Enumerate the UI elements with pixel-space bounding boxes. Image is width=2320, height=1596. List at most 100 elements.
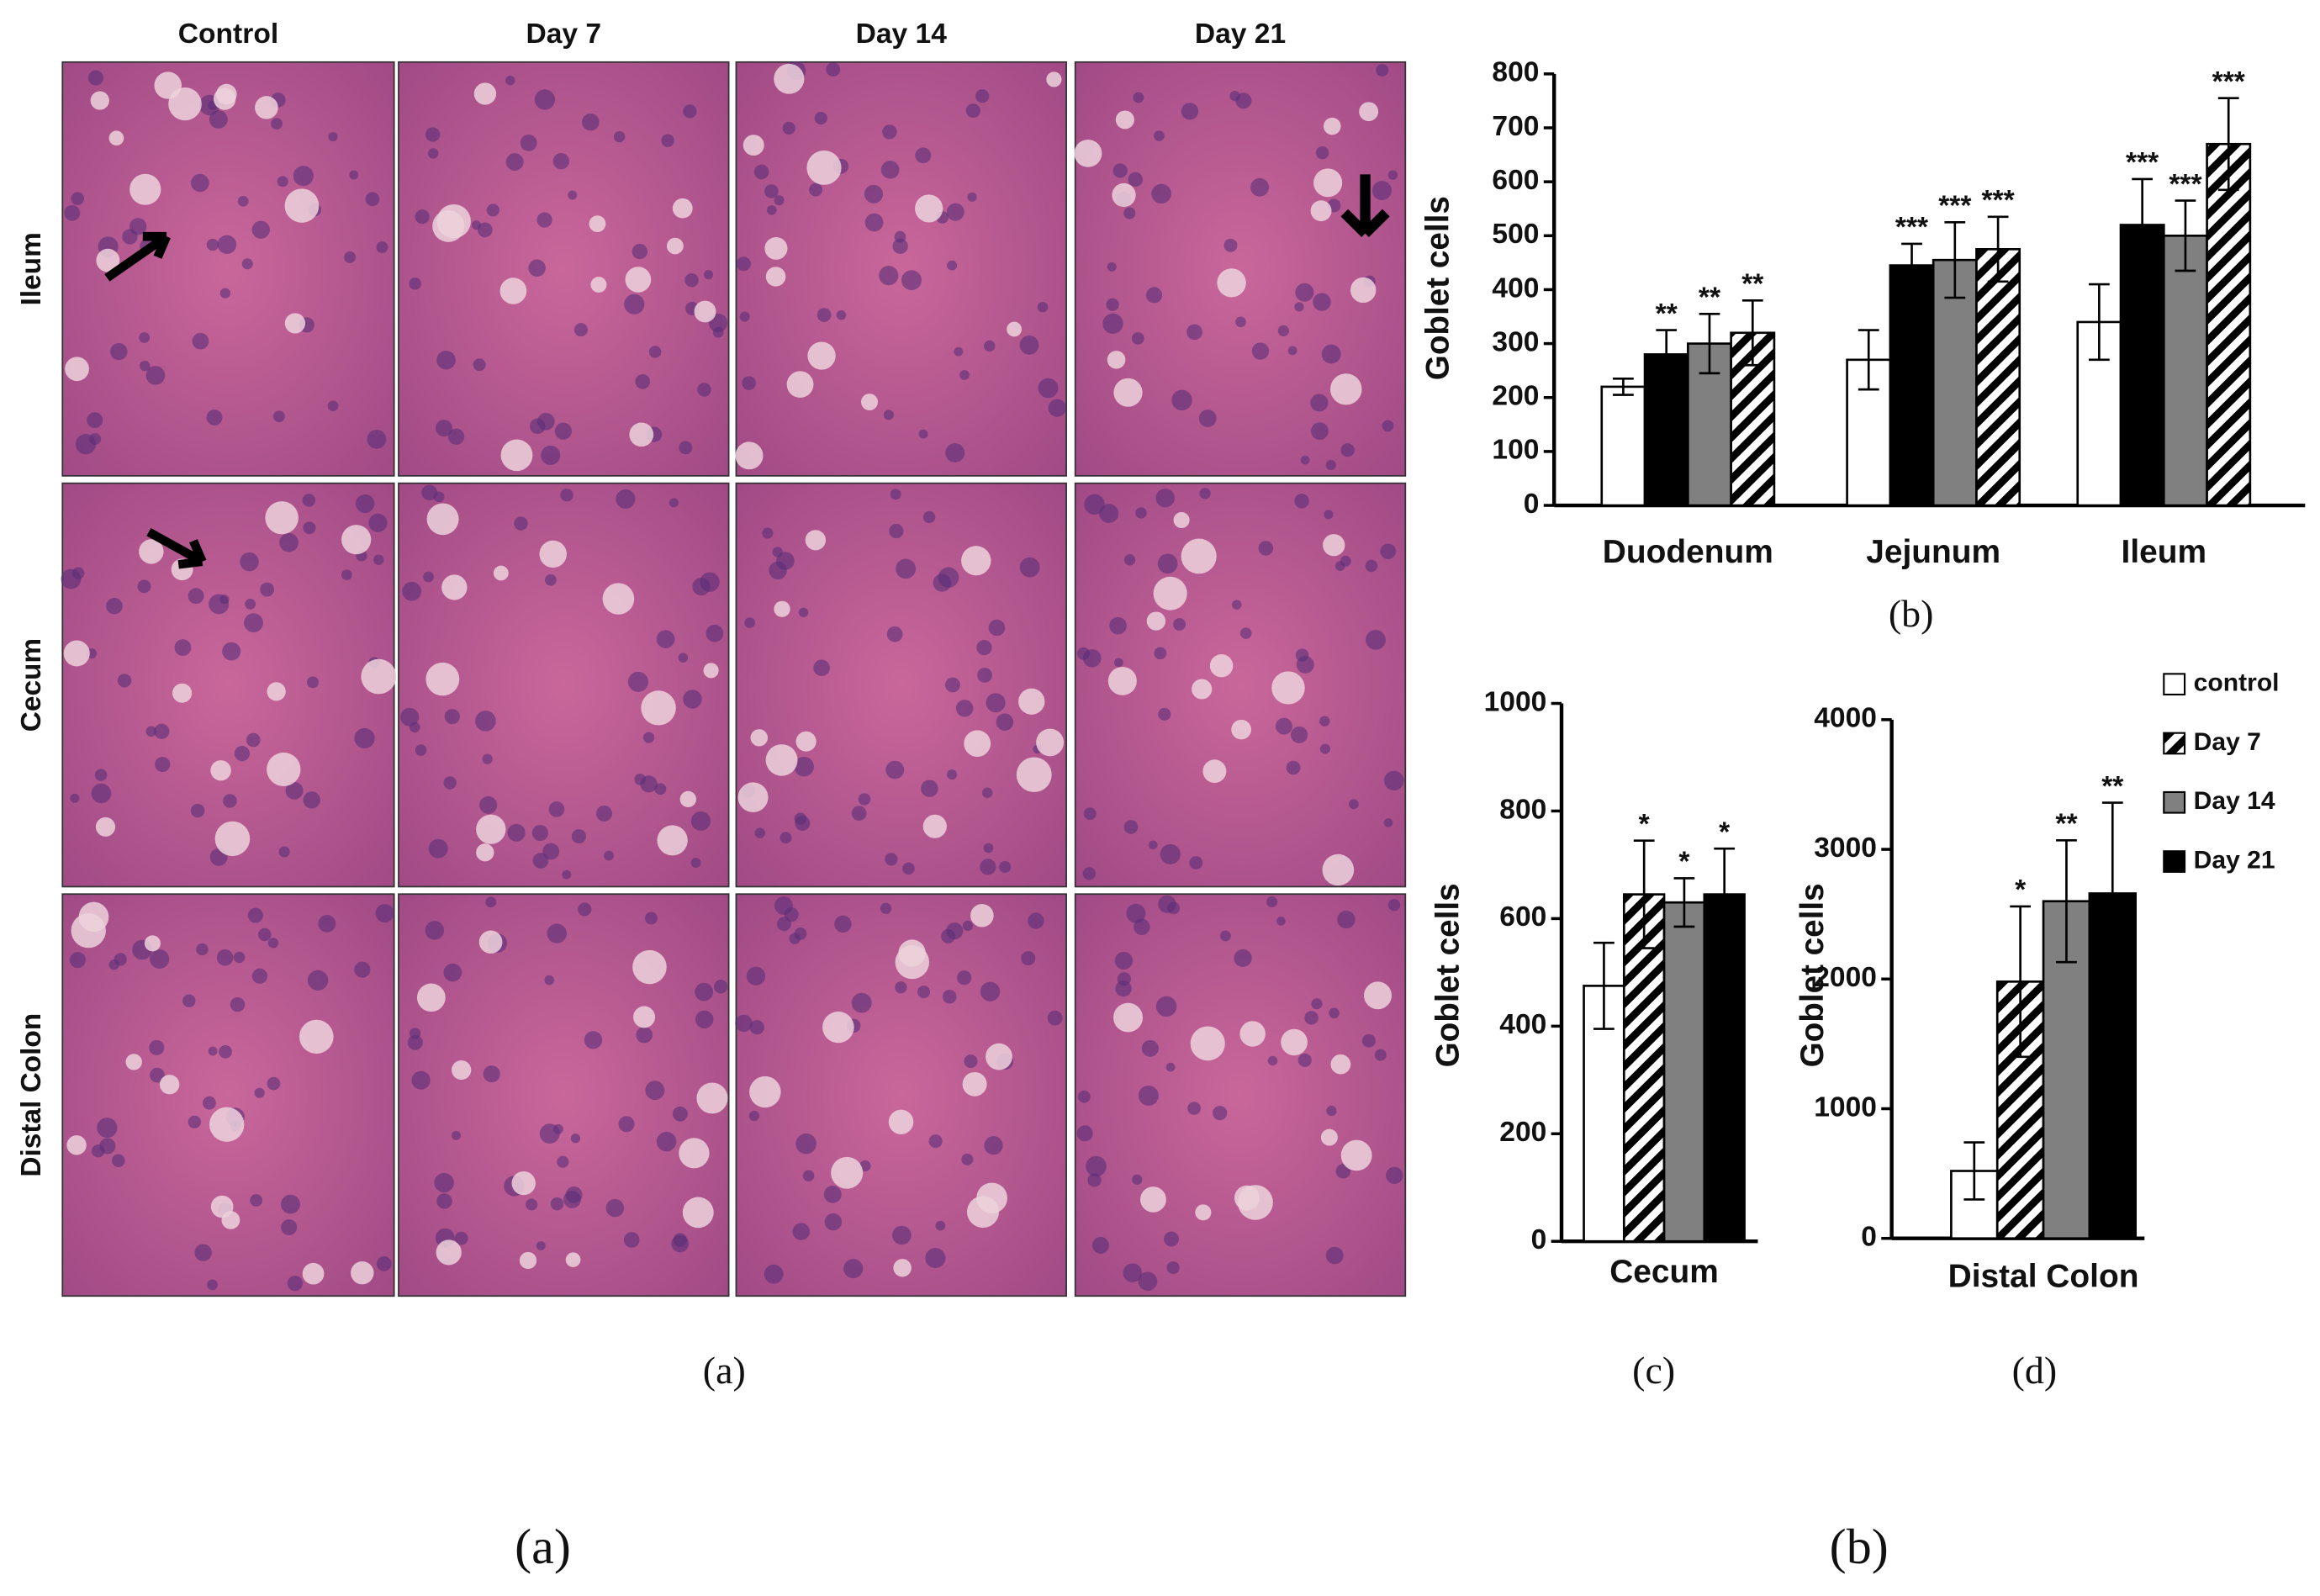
x-tick-label: Jejunum bbox=[1866, 534, 2000, 570]
nucleus bbox=[505, 75, 515, 86]
nucleus bbox=[1384, 770, 1404, 791]
nucleus bbox=[1231, 600, 1242, 610]
y-tick-label: 600 bbox=[1492, 165, 1539, 196]
goblet-cell bbox=[589, 215, 606, 233]
nucleus bbox=[1348, 799, 1359, 810]
nucleus bbox=[1335, 1164, 1351, 1179]
nucleus bbox=[683, 690, 702, 709]
nucleus bbox=[1171, 389, 1192, 411]
nucleus bbox=[779, 832, 792, 844]
goblet-cell bbox=[473, 82, 497, 105]
nucleus bbox=[563, 1191, 581, 1208]
nucleus bbox=[605, 1198, 625, 1218]
nucleus bbox=[742, 376, 756, 390]
x-tick-label: Ileum bbox=[2122, 534, 2207, 570]
y-tick-label: 0 bbox=[1524, 489, 1540, 520]
nucleus bbox=[1319, 716, 1330, 727]
nucleus bbox=[114, 953, 127, 966]
nucleus bbox=[206, 238, 219, 251]
nucleus bbox=[795, 1133, 816, 1155]
goblet-cell bbox=[1113, 378, 1143, 407]
nucleus bbox=[246, 732, 261, 748]
y-tick-label: 1000 bbox=[1814, 1091, 1877, 1123]
nucleus bbox=[1138, 1271, 1158, 1292]
nucleus bbox=[678, 653, 689, 663]
error-bar bbox=[2132, 177, 2154, 272]
goblet-cell bbox=[765, 267, 786, 287]
nucleus bbox=[959, 370, 970, 380]
nucleus bbox=[1102, 313, 1123, 334]
nucleus bbox=[409, 277, 421, 290]
goblet-cell bbox=[299, 1019, 334, 1054]
nucleus bbox=[1114, 951, 1134, 970]
nucleus bbox=[1148, 840, 1158, 850]
nucleus bbox=[1141, 1039, 1159, 1057]
nucleus bbox=[584, 1031, 603, 1049]
goblet-cell bbox=[629, 422, 654, 447]
nucleus bbox=[303, 791, 320, 809]
nucleus bbox=[945, 677, 960, 693]
nucleus bbox=[251, 220, 270, 239]
y-tick-label: 100 bbox=[1492, 435, 1539, 466]
nucleus bbox=[635, 374, 651, 389]
nucleus bbox=[764, 1264, 784, 1284]
nucleus bbox=[918, 429, 928, 439]
nucleus bbox=[534, 89, 556, 110]
nucleus bbox=[656, 1131, 677, 1152]
legend-label: Day 21 bbox=[2194, 847, 2275, 875]
nucleus bbox=[1076, 647, 1090, 660]
nucleus bbox=[473, 358, 486, 372]
nucleus bbox=[1295, 283, 1314, 302]
nucleus bbox=[1223, 238, 1238, 252]
goblet-cell bbox=[214, 821, 251, 857]
micrograph bbox=[735, 482, 1067, 888]
nucleus bbox=[882, 124, 897, 140]
nucleus bbox=[573, 323, 588, 337]
column-label: Control bbox=[178, 18, 278, 50]
nucleus bbox=[71, 192, 85, 205]
nucleus bbox=[947, 769, 958, 780]
nucleus bbox=[1181, 103, 1199, 120]
nucleus bbox=[428, 838, 448, 859]
nucleus bbox=[271, 118, 283, 129]
nucleus bbox=[813, 659, 830, 676]
nucleus bbox=[880, 902, 892, 914]
goblet-cell bbox=[441, 574, 468, 600]
nucleus bbox=[149, 1039, 165, 1055]
goblet-cell bbox=[1239, 1021, 1266, 1047]
goblet-cell bbox=[703, 663, 719, 679]
nucleus bbox=[554, 422, 572, 440]
y-tick-label: 400 bbox=[1499, 1009, 1546, 1040]
nucleus bbox=[1310, 394, 1329, 412]
nucleus bbox=[367, 430, 387, 449]
nucleus bbox=[942, 989, 957, 1004]
arrow bbox=[146, 528, 207, 569]
bar bbox=[2162, 234, 2208, 507]
goblet-cell bbox=[831, 1156, 864, 1189]
nucleus bbox=[975, 89, 990, 103]
nucleus bbox=[415, 209, 430, 225]
nucleus bbox=[1229, 90, 1240, 102]
y-tick-label: 800 bbox=[1492, 57, 1539, 88]
nucleus bbox=[706, 624, 724, 642]
nucleus bbox=[1304, 1011, 1319, 1025]
goblet-cell bbox=[452, 1060, 472, 1081]
nucleus bbox=[983, 843, 994, 853]
nucleus bbox=[145, 726, 157, 737]
nucleus bbox=[129, 218, 147, 235]
goblet-cell bbox=[641, 690, 676, 726]
nucleus bbox=[692, 578, 711, 596]
nucleus bbox=[1286, 760, 1301, 775]
legend-label: Day 14 bbox=[2194, 787, 2275, 815]
goblet-cell bbox=[209, 1107, 245, 1142]
goblet-cell bbox=[922, 814, 947, 838]
nucleus bbox=[454, 1231, 468, 1245]
goblet-cell bbox=[144, 935, 161, 952]
significance: * bbox=[1678, 847, 1689, 878]
nucleus bbox=[1134, 918, 1150, 935]
y-tick-label: 500 bbox=[1492, 219, 1539, 250]
nucleus bbox=[1123, 554, 1136, 566]
goblet-cell bbox=[267, 752, 301, 787]
goblet-cell bbox=[129, 173, 161, 205]
nucleus bbox=[365, 192, 380, 207]
